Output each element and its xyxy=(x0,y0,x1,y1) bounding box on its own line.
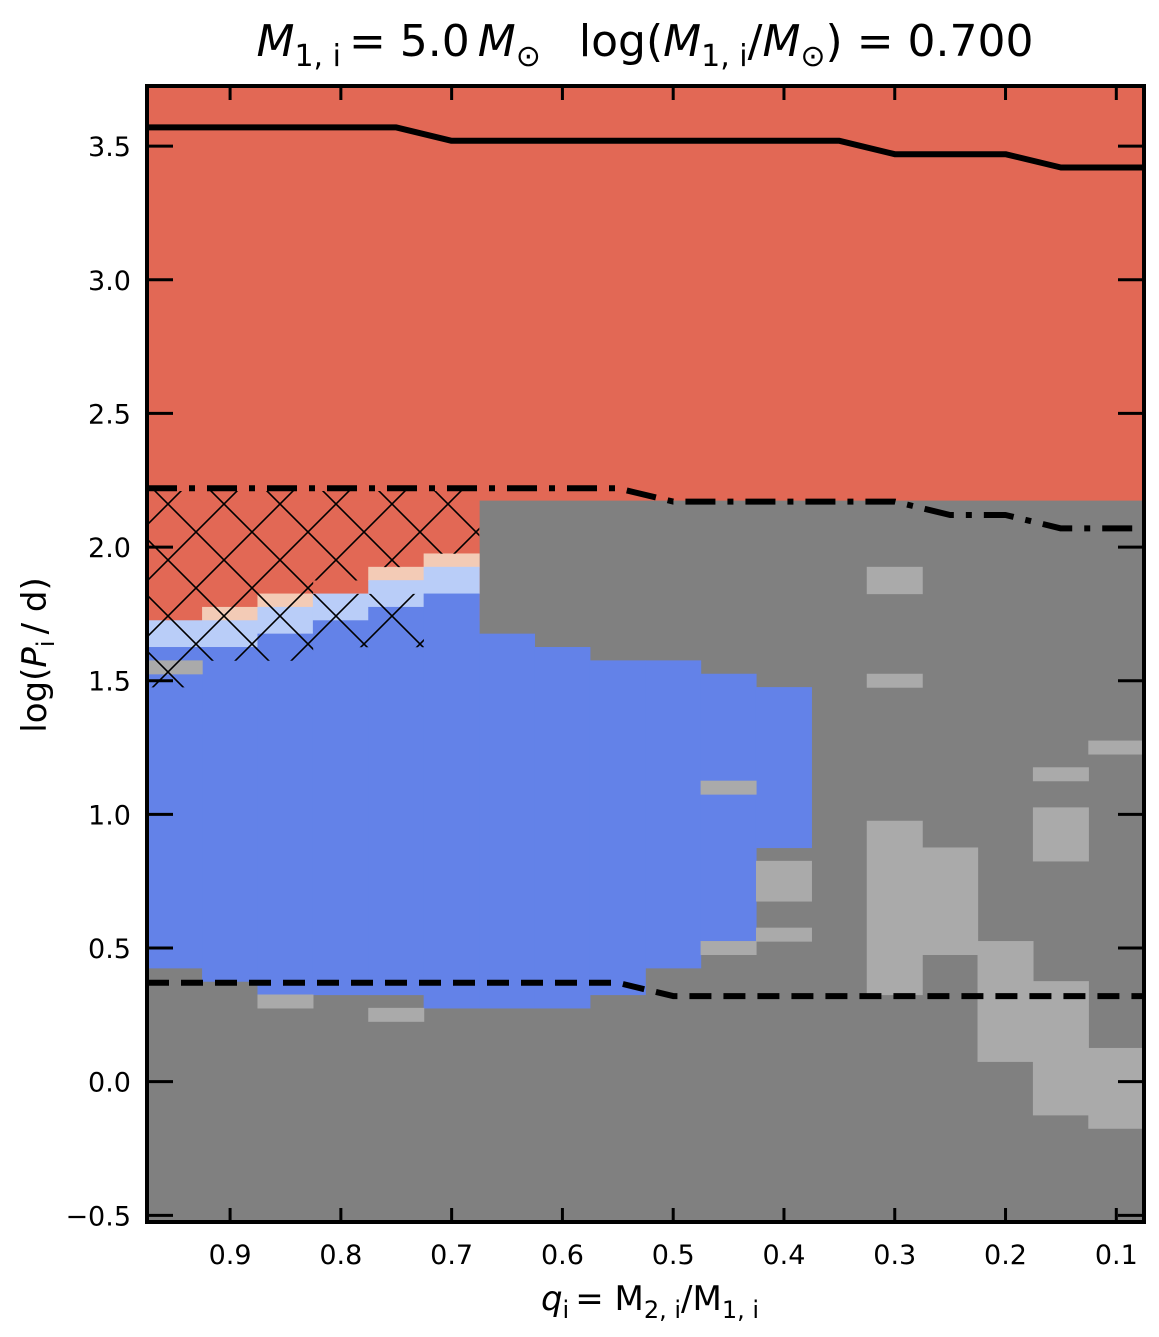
region-cell-light_gray xyxy=(700,780,757,795)
region-cell-blue xyxy=(147,647,203,969)
region-cell-light_gray xyxy=(1088,740,1144,755)
y-tick-label: 2.5 xyxy=(88,399,131,430)
axis-ticks: 0.9 0.8 0.7 0.6 0.5 0.4 0.3 0.2 0.1 −0.5 0.0 0.5 1.0… xyxy=(65,86,1144,1271)
region-cell-light_gray xyxy=(257,994,314,1009)
x-tick-label: 0.8 xyxy=(319,1240,362,1271)
region-cell-light_gray xyxy=(1032,807,1089,862)
chart-title: M1, i = 5.0 M⊙ log(M1, i/M⊙) = 0.700 xyxy=(256,16,1033,74)
boundary-line-solid xyxy=(147,124,1144,171)
region-cell-light_gray xyxy=(922,847,979,956)
region-cell-blue xyxy=(700,673,757,942)
region-cell-blue xyxy=(423,593,480,1009)
region-cell-light_gray xyxy=(1032,1034,1089,1116)
y-tick-label: 3.5 xyxy=(88,132,131,163)
region-cell-light_gray xyxy=(755,927,812,942)
x-tick-label: 0.3 xyxy=(873,1240,916,1271)
x-tick-label: 0.9 xyxy=(209,1240,252,1271)
region-cell-light_gray xyxy=(1032,767,1089,782)
region-cell-light_gray xyxy=(1032,981,1089,1036)
y-tick-label: −0.5 xyxy=(65,1201,131,1232)
y-axis-label: log(Pi/ d) xyxy=(15,577,60,732)
region-cell-blue xyxy=(368,606,425,996)
plot-area xyxy=(147,86,1144,1222)
region-cell-blue xyxy=(645,660,702,969)
region-cell-light_gray xyxy=(755,860,812,902)
region-cell-light_gray xyxy=(977,941,1034,1062)
y-tick-label: 2.0 xyxy=(88,533,131,564)
plot-frame xyxy=(145,84,1146,1224)
region-cell-blue xyxy=(312,620,369,996)
x-tick-label: 0.1 xyxy=(1095,1240,1138,1271)
x-tick-label: 0.2 xyxy=(984,1240,1027,1271)
region-cell-blue xyxy=(534,647,591,1009)
hatched-region xyxy=(147,491,480,688)
region-cell-blue xyxy=(589,660,646,996)
y-tick-label: 0.5 xyxy=(88,934,131,965)
region-cell-peach xyxy=(423,553,480,568)
y-tick-label: 1.0 xyxy=(88,800,131,831)
region-cell-blue xyxy=(257,633,314,996)
region-cell-peach xyxy=(368,566,425,581)
region-cell-light_gray xyxy=(700,941,757,956)
x-tick-label: 0.5 xyxy=(652,1240,695,1271)
region-cell-light_gray xyxy=(368,1007,425,1022)
region-cell-blue xyxy=(755,687,812,849)
region-cell-red xyxy=(147,86,1144,501)
region-cell-light_gray xyxy=(866,566,923,595)
boundary-line-dashed xyxy=(147,979,1144,1000)
region-cell-light_gray xyxy=(1088,1047,1144,1129)
boundary-line-dashdot xyxy=(147,485,1144,532)
x-axis-label: qi = M2, i/M1, i xyxy=(541,1279,759,1324)
x-tick-label: 0.6 xyxy=(541,1240,584,1271)
region-cell-light_gray xyxy=(866,673,923,688)
region-cell-light_gray xyxy=(866,820,923,996)
region-cell-light_blue xyxy=(423,566,480,595)
x-tick-label: 0.4 xyxy=(762,1240,805,1271)
region-cell-blue xyxy=(202,647,259,982)
y-tick-label: 3.0 xyxy=(88,266,131,297)
y-tick-label: 1.5 xyxy=(88,667,131,698)
x-tick-label: 0.7 xyxy=(430,1240,473,1271)
y-tick-label: 0.0 xyxy=(88,1068,131,1099)
region-cell-blue xyxy=(479,633,536,1009)
boundary-lines xyxy=(147,124,1144,1000)
